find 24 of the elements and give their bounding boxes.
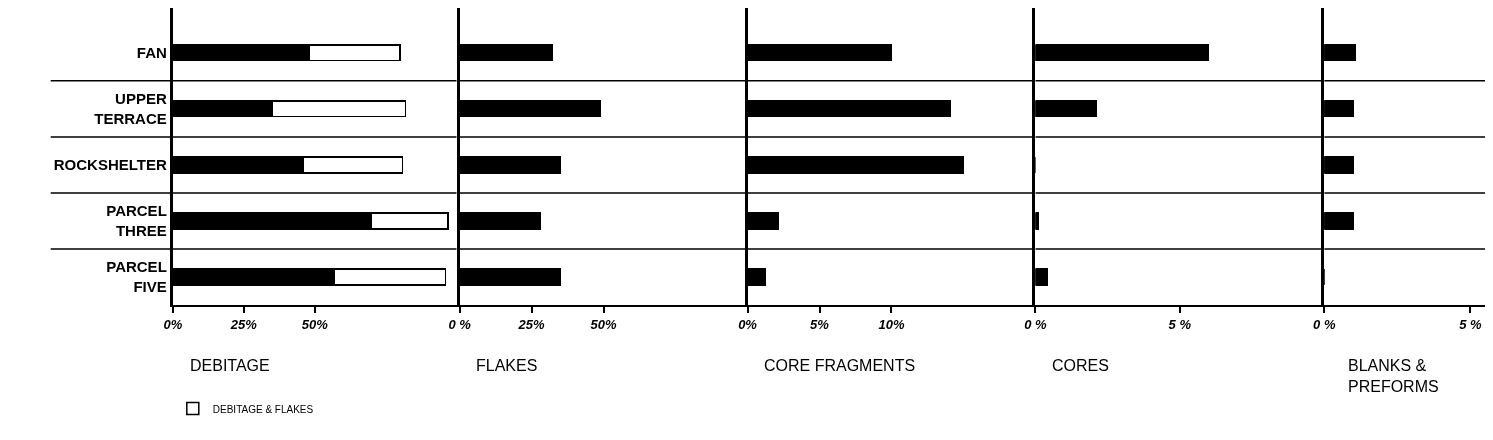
x-tick-label: 5 % <box>1168 316 1192 332</box>
x-tick-label: 0 % <box>1024 316 1048 332</box>
y-tick-label: PARCEL THREE <box>106 202 167 239</box>
text: FLAKES <box>476 357 538 374</box>
text: DEBITAGE <box>190 357 270 374</box>
x-tick-label: 25% <box>229 316 258 332</box>
text: CORES <box>1052 357 1109 374</box>
x-tick-label: 5 % <box>1459 316 1483 332</box>
x-tick-label: 10% <box>878 316 905 332</box>
x-tick-label: 50% <box>301 316 329 332</box>
text: CORE FRAGMENTS <box>764 357 916 374</box>
x-tick-label: 0 % <box>448 316 472 332</box>
x-tick-label: 50% <box>590 316 618 332</box>
y-tick-label: UPPER TERRACE <box>94 90 167 127</box>
y-tick-label: FAN <box>136 44 167 62</box>
y-tick-label: PARCEL FIVE <box>106 258 167 295</box>
x-tick-label: 0% <box>163 316 183 332</box>
x-tick-label: 0 % <box>1313 316 1336 332</box>
x-tick-label: 0% <box>738 316 758 332</box>
x-tick-label: 25% <box>517 316 546 332</box>
legend-label: DEBITAGE & FLAKES <box>212 403 314 415</box>
x-tick-label: 5% <box>810 316 830 332</box>
text: BLANKS & PREFORMS <box>1348 357 1439 395</box>
y-tick-label: ROCKSHELTER <box>53 156 167 174</box>
